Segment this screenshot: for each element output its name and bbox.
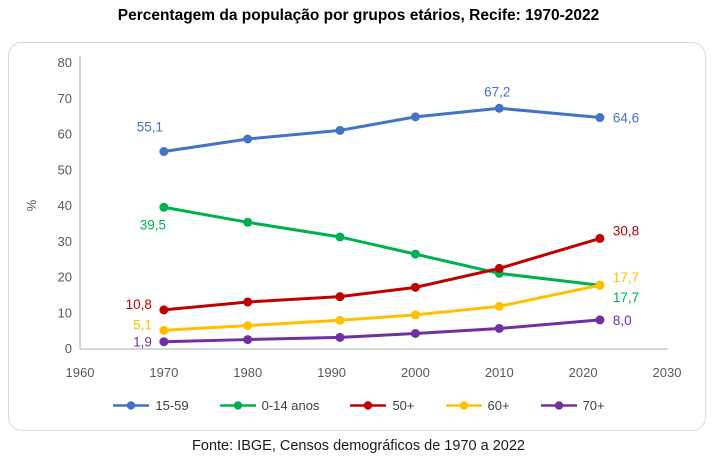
- x-tick-label: 1980: [233, 365, 262, 380]
- series-line-70+: [162, 318, 602, 344]
- legend-label: 0-14 anos: [261, 398, 320, 413]
- data-point-15-59: [159, 147, 169, 157]
- data-point-60+: [243, 321, 253, 331]
- x-tick-label: 1990: [317, 365, 346, 380]
- data-point-70+: [595, 315, 605, 325]
- data-point-15-59: [243, 134, 253, 144]
- data-point-50+: [410, 282, 420, 292]
- source-note: Fonte: IBGE, Censos demográficos de 1970…: [192, 438, 525, 454]
- data-label-15-59: 67,2: [484, 84, 510, 99]
- x-tick-label: 1960: [66, 365, 95, 380]
- series-line-60+: [162, 283, 602, 332]
- data-point-15-59: [410, 112, 420, 122]
- x-tick-label: 2010: [485, 365, 514, 380]
- data-label-70+: 8,0: [613, 313, 632, 328]
- legend-label: 70+: [582, 398, 605, 413]
- plot-border-box: [8, 42, 706, 431]
- y-tick-label: 20: [58, 270, 72, 285]
- data-point-50+: [159, 305, 169, 315]
- data-point-50+: [595, 233, 605, 243]
- data-label-50+: 30,8: [613, 223, 639, 238]
- data-point-50+: [335, 292, 345, 302]
- data-point-15-59: [494, 103, 504, 113]
- y-tick-label: 60: [58, 127, 72, 142]
- chart-title: Percentagem da população por grupos etár…: [117, 7, 600, 24]
- data-point-50+: [494, 263, 504, 273]
- x-tick-label: 1970: [149, 365, 178, 380]
- data-point-70+: [159, 337, 169, 347]
- legend-marker-icon: [219, 401, 256, 410]
- legend-marker-icon: [113, 401, 150, 410]
- y-tick-label: 50: [58, 162, 72, 177]
- data-point-60+: [159, 325, 169, 335]
- data-point-0-14 anos: [243, 217, 253, 227]
- data-label-70+: 1,9: [133, 335, 152, 350]
- data-point-70+: [243, 335, 253, 345]
- legend-item-15-59[interactable]: 15-59: [112, 398, 189, 413]
- data-point-50+: [243, 297, 253, 307]
- data-point-60+: [595, 280, 605, 290]
- data-point-60+: [410, 310, 420, 320]
- data-label-0-14 anos: 17,7: [613, 290, 639, 305]
- data-point-0-14 anos: [159, 202, 169, 212]
- data-point-60+: [494, 301, 504, 311]
- legend-label: 15-59: [155, 398, 189, 413]
- series-line-50+: [162, 236, 602, 312]
- y-axis-label: %: [24, 199, 39, 211]
- data-point-15-59: [335, 125, 345, 135]
- data-point-0-14 anos: [335, 232, 345, 242]
- legend-item-60+[interactable]: 60+: [445, 398, 510, 413]
- y-tick-label: 70: [58, 91, 72, 106]
- legend-label: 50+: [392, 398, 415, 413]
- legend-label: 60+: [487, 398, 510, 413]
- x-tick-label: 2000: [401, 365, 430, 380]
- y-tick-label: 0: [65, 341, 72, 356]
- y-tick-label: 30: [58, 234, 72, 249]
- data-point-70+: [494, 323, 504, 333]
- x-tick-label: 2030: [653, 365, 682, 380]
- legend-item-0-14 anos[interactable]: 0-14 anos: [219, 398, 320, 413]
- data-label-60+: 17,7: [613, 270, 639, 285]
- data-label-60+: 5,1: [133, 317, 152, 332]
- series-line-0-14 anos: [162, 205, 602, 287]
- series-line-15-59: [162, 106, 602, 154]
- data-point-60+: [335, 315, 345, 325]
- data-point-70+: [335, 332, 345, 342]
- data-point-15-59: [595, 113, 605, 123]
- legend-item-70+[interactable]: 70+: [540, 398, 605, 413]
- y-tick-label: 40: [58, 198, 72, 213]
- legend-marker-icon: [540, 401, 577, 410]
- data-label-15-59: 55,1: [137, 120, 163, 135]
- legend-item-50+[interactable]: 50+: [349, 398, 415, 413]
- legend-marker-icon: [350, 401, 387, 410]
- y-tick-label: 10: [58, 305, 72, 320]
- legend-marker-icon: [445, 401, 482, 410]
- chart-legend: 15-59 0-14 anos 50+ 60+ 70+: [0, 398, 717, 413]
- data-label-0-14 anos: 39,5: [140, 217, 166, 232]
- y-tick-label: 80: [58, 55, 72, 70]
- data-label-50+: 10,8: [126, 297, 152, 312]
- data-label-15-59: 64,6: [613, 111, 639, 126]
- x-tick-label: 2020: [569, 365, 598, 380]
- data-point-70+: [410, 328, 420, 338]
- data-point-0-14 anos: [410, 249, 420, 259]
